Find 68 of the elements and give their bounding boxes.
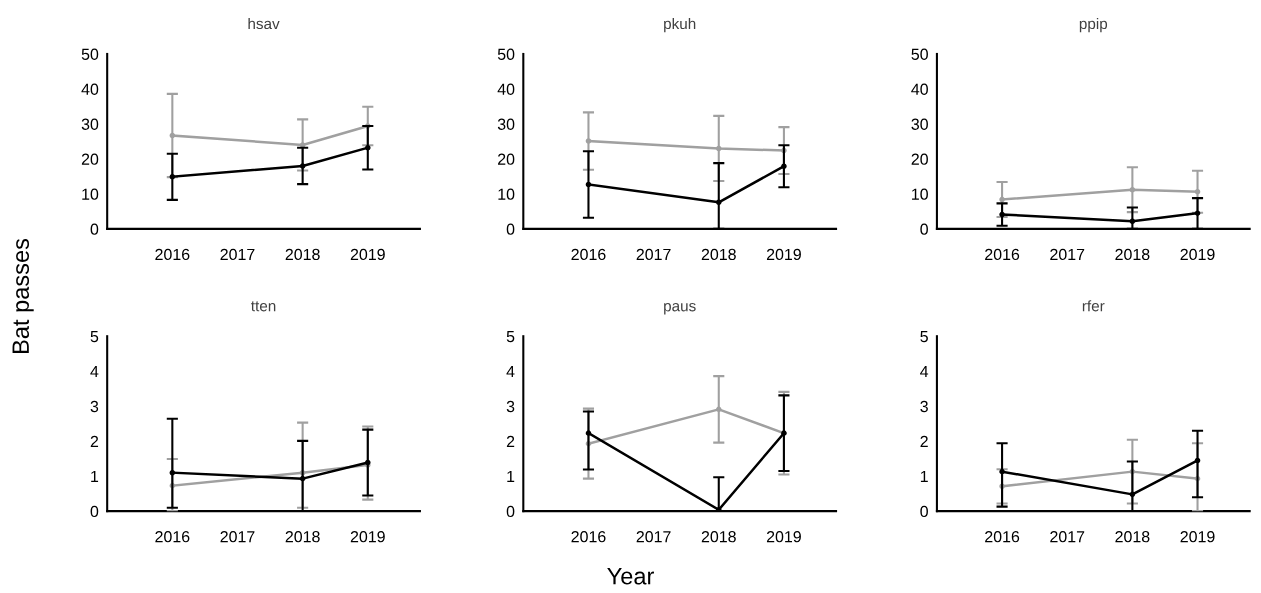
x-tick-label: 2016 (571, 531, 606, 543)
y-tick-label: 20 (498, 153, 515, 165)
x-tick-label: 2018 (285, 248, 320, 261)
x-tick-label: 2018 (701, 248, 736, 261)
y-tick-label: 2 (506, 435, 515, 447)
y-tick-label: 40 (911, 83, 928, 95)
chart-title: ppip (1079, 17, 1108, 33)
y-tick-label: 20 (81, 153, 99, 165)
x-tick-label: 2016 (985, 531, 1020, 543)
x-tick-label: 2018 (285, 531, 320, 543)
y-tick-label: 2 (920, 435, 928, 447)
y-tick-label: 10 (82, 188, 99, 200)
x-tick-label: 2018 (701, 531, 736, 543)
y-tick-label: 0 (90, 223, 99, 235)
x-tick-label: 2016 (571, 248, 606, 261)
x-tick-label: 2019 (350, 248, 385, 261)
x-tick-label: 2019 (766, 248, 801, 261)
y-tick-label: 40 (81, 83, 99, 95)
y-tick-label: 1 (920, 470, 928, 482)
y-tick-label: 5 (506, 331, 515, 343)
x-tick-label: 2019 (1180, 248, 1215, 261)
y-tick-label: 1 (91, 470, 99, 482)
x-tick-label: 2016 (985, 248, 1020, 261)
y-tick-label: 0 (90, 505, 99, 518)
x-tick-label: 2019 (350, 531, 385, 543)
y-tick-label: 5 (90, 331, 99, 343)
y-tick-label: 4 (90, 366, 99, 378)
y-tick-label: 10 (912, 188, 928, 200)
chart-title: paus (664, 303, 696, 315)
x-tick-label: 2017 (220, 248, 255, 261)
y-tick-label: 30 (497, 118, 515, 130)
chart-title: pkuh (664, 17, 696, 33)
chart-title: rfer (1082, 300, 1105, 312)
y-tick-label: 3 (920, 400, 928, 413)
y-tick-label: 1 (507, 470, 515, 482)
y-tick-label: 50 (497, 48, 515, 60)
y-axis-title: Bat passes (12, 238, 34, 353)
y-tick-label: 3 (506, 400, 515, 413)
x-tick-label: 2017 (636, 531, 671, 543)
x-tick-label: 2016 (155, 248, 190, 261)
y-tick-label: 0 (506, 223, 515, 235)
y-tick-label: 4 (920, 366, 929, 378)
x-tick-label: 2017 (1050, 248, 1085, 261)
y-tick-label: 50 (911, 48, 928, 60)
x-tick-label: 2019 (766, 531, 801, 543)
y-tick-label: 0 (506, 505, 515, 518)
y-tick-label: 5 (920, 331, 928, 343)
x-axis-title: Year (607, 568, 654, 585)
x-tick-label: 2018 (1115, 248, 1150, 261)
x-tick-label: 2019 (1180, 531, 1215, 543)
x-tick-label: 2016 (155, 531, 190, 543)
x-tick-label: 2017 (1050, 531, 1085, 543)
y-tick-label: 0 (920, 223, 928, 235)
x-tick-label: 2017 (220, 531, 255, 543)
chart-title: tten (251, 301, 276, 312)
y-tick-label: 40 (497, 83, 515, 95)
x-tick-label: 2017 (636, 248, 671, 261)
chart-title: hsav (248, 17, 280, 30)
y-tick-label: 2 (90, 435, 99, 447)
y-tick-label: 3 (90, 400, 99, 413)
y-tick-label: 30 (81, 118, 99, 130)
y-tick-label: 0 (920, 505, 928, 518)
x-tick-label: 2018 (1115, 531, 1150, 543)
y-tick-label: 30 (911, 118, 928, 130)
y-tick-label: 20 (911, 153, 928, 165)
y-tick-label: 10 (498, 188, 515, 200)
y-tick-label: 4 (506, 366, 515, 378)
y-tick-label: 50 (81, 48, 99, 60)
